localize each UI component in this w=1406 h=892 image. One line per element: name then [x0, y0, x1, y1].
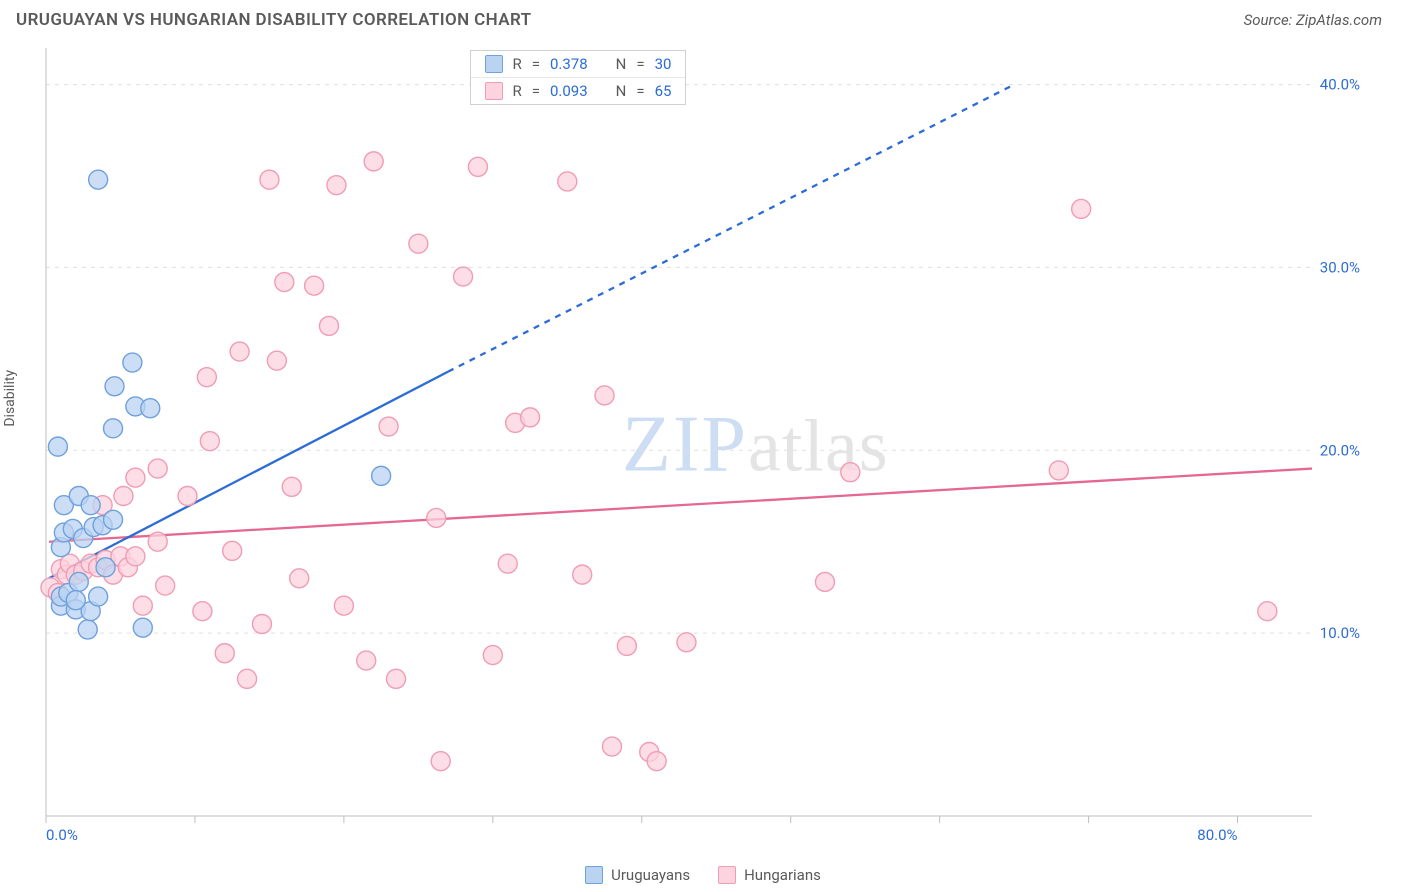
svg-text:30.0%: 30.0%: [1320, 258, 1360, 276]
legend-r-a: 0.378: [550, 55, 588, 73]
legend-eq: =: [636, 82, 644, 100]
legend-n-label: N: [616, 55, 627, 73]
correlation-legend: R = 0.378 N = 30 R = 0.093 N = 65: [470, 50, 687, 105]
legend-label-b: Hungarians: [744, 866, 821, 884]
legend-eq: =: [532, 82, 540, 100]
chart-title: URUGUAYAN VS HUNGARIAN DISABILITY CORREL…: [16, 10, 532, 30]
legend-eq: =: [532, 55, 540, 73]
legend-item-a: Uruguayans: [585, 866, 690, 884]
series-legend: Uruguayans Hungarians: [0, 866, 1406, 884]
svg-text:10.0%: 10.0%: [1320, 624, 1360, 642]
legend-n-a: 30: [655, 55, 672, 73]
legend-swatch-a-bottom: [585, 866, 603, 884]
legend-item-b: Hungarians: [718, 866, 821, 884]
legend-eq: =: [636, 55, 644, 73]
y-axis-label: Disability: [2, 370, 18, 427]
legend-swatch-b-bottom: [718, 866, 736, 884]
svg-text:40.0%: 40.0%: [1320, 76, 1360, 94]
legend-r-b: 0.093: [550, 82, 588, 100]
source-label: Source: ZipAtlas.com: [1244, 11, 1382, 29]
chart-area: Disability ZIPatlas10.0%20.0%30.0%40.0%0…: [16, 42, 1382, 852]
legend-swatch-a: [485, 55, 503, 73]
svg-text:80.0%: 80.0%: [1197, 826, 1237, 844]
svg-text:0.0%: 0.0%: [46, 826, 78, 844]
legend-r-label: R: [513, 82, 522, 100]
legend-r-label: R: [513, 55, 522, 73]
legend-swatch-b: [485, 82, 503, 100]
legend-n-label: N: [616, 82, 627, 100]
legend-n-b: 65: [655, 82, 672, 100]
scatter-chart: ZIPatlas10.0%20.0%30.0%40.0%0.0%80.0%: [16, 42, 1382, 852]
legend-label-a: Uruguayans: [611, 866, 690, 884]
svg-text:20.0%: 20.0%: [1320, 441, 1360, 459]
legend-row-b: R = 0.093 N = 65: [471, 77, 686, 104]
legend-row-a: R = 0.378 N = 30: [471, 51, 686, 77]
